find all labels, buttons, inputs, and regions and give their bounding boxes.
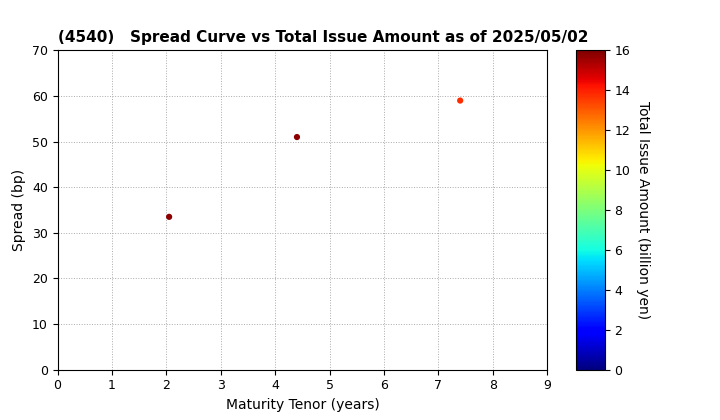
Y-axis label: Spread (bp): Spread (bp) — [12, 169, 27, 251]
Point — [454, 97, 466, 104]
Y-axis label: Total Issue Amount (billion yen): Total Issue Amount (billion yen) — [636, 101, 650, 319]
X-axis label: Maturity Tenor (years): Maturity Tenor (years) — [225, 398, 379, 412]
Text: (4540)   Spread Curve vs Total Issue Amount as of 2025/05/02: (4540) Spread Curve vs Total Issue Amoun… — [58, 30, 588, 45]
Point — [291, 134, 302, 140]
Point — [163, 213, 175, 220]
